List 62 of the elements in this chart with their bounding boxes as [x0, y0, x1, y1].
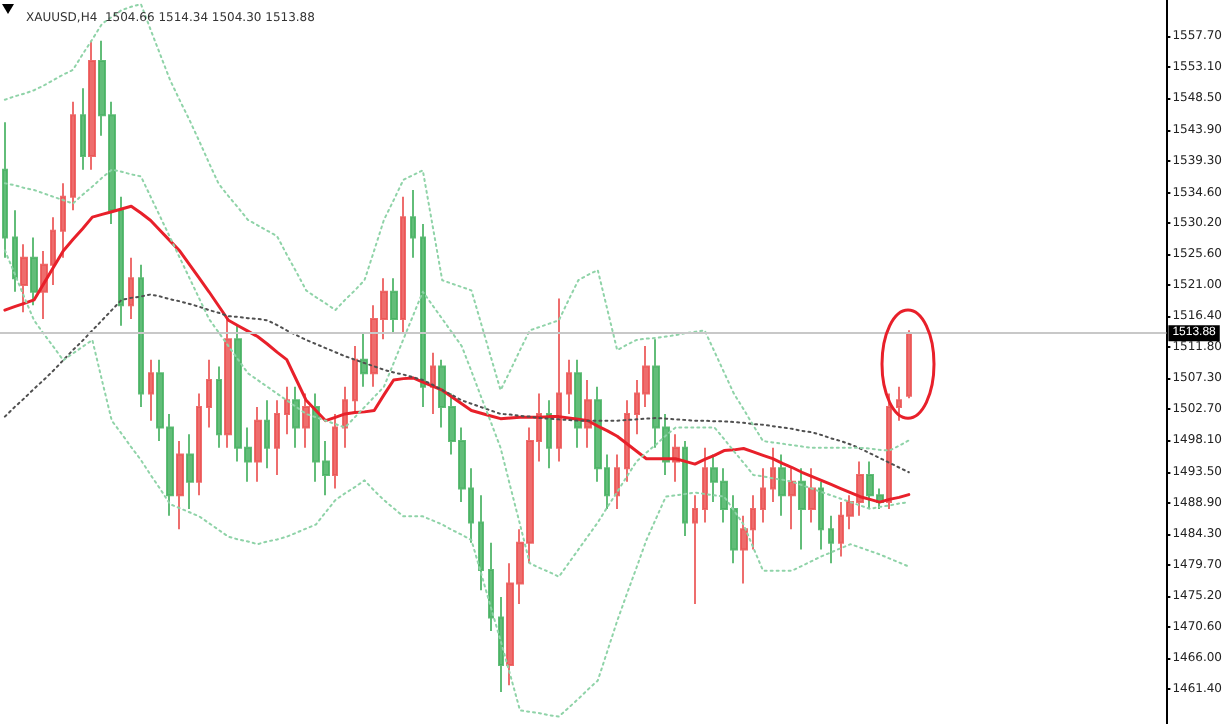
- line-series: [3, 204, 911, 504]
- candlestick: [360, 331, 368, 388]
- candlestick: [292, 385, 300, 449]
- candlestick: [80, 87, 86, 171]
- candlestick: [2, 121, 8, 259]
- candlestick: [556, 297, 562, 463]
- candlestick: [478, 494, 484, 592]
- candlestick: [584, 378, 592, 449]
- candlestick: [498, 596, 504, 694]
- candlestick: [70, 100, 76, 212]
- candlestick: [284, 385, 290, 436]
- candlestick: [186, 433, 194, 510]
- candlestick: [788, 467, 796, 531]
- candlestick: [614, 453, 620, 510]
- candlestick: [778, 453, 786, 517]
- candlestick: [798, 467, 806, 551]
- candlestick: [574, 358, 582, 449]
- candlestick: [420, 222, 426, 409]
- candlestick: [224, 317, 232, 449]
- candlestick: [20, 243, 28, 314]
- candlestick: [60, 182, 66, 259]
- line-series: [3, 3, 910, 452]
- candlestick: [818, 480, 824, 551]
- candlestick: [138, 263, 144, 409]
- candlestick: [88, 39, 96, 171]
- line-series: [3, 249, 910, 718]
- candlestick: [410, 188, 416, 259]
- candlestick: [546, 399, 552, 470]
- candlestick: [400, 195, 406, 334]
- candlestick: [682, 440, 688, 538]
- candlestick: [30, 236, 38, 307]
- candlestick: [886, 392, 892, 510]
- candlestick: [906, 329, 912, 400]
- candlestick: [128, 256, 134, 320]
- candlestick: [702, 446, 708, 524]
- candlestick: [118, 195, 124, 327]
- candlestick: [332, 412, 338, 490]
- candlestick: [148, 358, 154, 422]
- candlestick: [896, 385, 902, 422]
- candlestick: [430, 351, 436, 415]
- candlestick: [488, 541, 494, 633]
- candlestick: [216, 365, 222, 449]
- candlestick: [206, 358, 212, 429]
- candlestick: [176, 440, 184, 531]
- candlestick: [196, 392, 202, 497]
- candlestick: [770, 446, 776, 504]
- candlestick: [264, 399, 270, 470]
- candlestick: [342, 385, 348, 449]
- candlestick: [302, 392, 310, 449]
- candlestick: [828, 514, 834, 565]
- candlestick: [692, 494, 698, 605]
- candlestick: [12, 209, 18, 293]
- candlestick: [808, 467, 816, 524]
- line-series: [3, 168, 910, 578]
- line-series: [3, 293, 910, 474]
- candlestick: [254, 406, 262, 483]
- candlestick: [624, 399, 630, 483]
- candlestick: [274, 399, 280, 476]
- candlestick: [760, 467, 766, 524]
- candlestick: [390, 277, 398, 334]
- candlestick: [352, 345, 358, 415]
- candlestick: [566, 358, 572, 415]
